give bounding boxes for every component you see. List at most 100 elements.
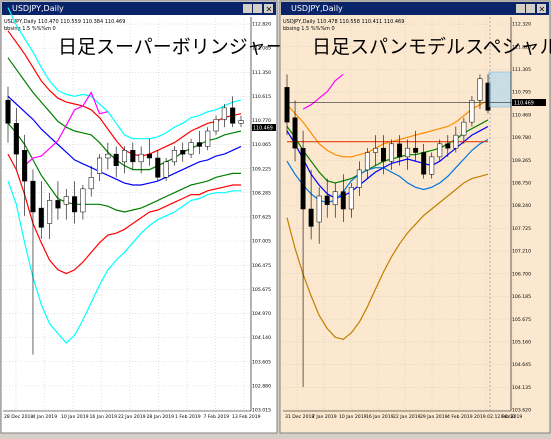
candle — [163, 157, 169, 182]
candle — [340, 174, 346, 223]
candle-body — [340, 191, 346, 210]
left-window-controls[interactable]: × — [243, 4, 273, 14]
candle-body — [22, 150, 28, 182]
candle-body — [300, 147, 306, 210]
candle-body — [63, 196, 69, 205]
candle-body — [113, 153, 119, 166]
price-tick-label: 104.970 — [252, 311, 271, 317]
right-window-title: USDJPY,Daily — [291, 4, 343, 13]
candle — [22, 134, 28, 216]
series-line — [7, 153, 241, 275]
candle — [113, 146, 119, 178]
candle — [316, 187, 322, 244]
price-tick-label: 110.615 — [252, 94, 271, 100]
candle — [405, 139, 411, 170]
candle-body — [47, 200, 53, 224]
candle-body — [238, 120, 244, 124]
left-maximize-button[interactable] — [253, 4, 262, 13]
candle — [105, 142, 111, 170]
candle — [96, 154, 103, 182]
date-tick-label: 1 Feb 2019 — [175, 414, 201, 420]
right-indicator-line: USDJPY,Daily 110.478 110.558 110.411 110… — [283, 19, 404, 25]
left-minimize-button[interactable] — [243, 4, 252, 13]
candle — [292, 100, 298, 162]
right-maximize-button[interactable] — [526, 4, 535, 13]
candle-body — [196, 142, 202, 147]
right-grid — [283, 18, 514, 411]
price-tick-label: 105.675 — [512, 317, 531, 323]
candle — [389, 139, 394, 170]
left-chart-window[interactable]: USDJPY,Daily × USDJPY,Daily 110.470 110.… — [0, 0, 285, 434]
date-tick-label: 28 Dec 2018 — [4, 414, 33, 420]
price-tick-label: 104.140 — [252, 335, 271, 341]
candle-body — [421, 152, 427, 175]
candle — [381, 135, 386, 175]
candle — [397, 135, 403, 166]
series-line — [286, 99, 489, 158]
right-title-bar[interactable] — [281, 2, 549, 15]
candle — [121, 146, 128, 174]
right-selection-highlight[interactable] — [488, 71, 512, 108]
candle — [5, 86, 11, 143]
date-tick-label: 4 Feb 2019 — [447, 414, 473, 420]
candle-body — [469, 100, 475, 123]
date-tick-label: 2019.02.12 00:00 — [474, 414, 515, 420]
right-window-controls[interactable]: × — [516, 4, 546, 14]
left-current-price-label: 110.469 — [253, 126, 273, 132]
candle-body — [13, 123, 19, 155]
date-tick-label: 13 Feb 2019 — [232, 414, 261, 420]
candle — [205, 127, 211, 151]
candle-body — [188, 142, 194, 155]
left-price-axis: 112.820 112.085 111.350 110.615 110.770 110.0… — [252, 22, 271, 414]
candle-body — [437, 143, 443, 158]
candle-body — [372, 147, 378, 153]
left-grid — [3, 18, 251, 411]
candle — [477, 74, 483, 110]
right-price-axis: 112.320 111.820 111.305 110.795 110.469 109.7… — [512, 22, 531, 414]
left-title-bar[interactable] — [2, 2, 276, 15]
candle-body — [405, 147, 411, 158]
candle-body — [163, 161, 169, 178]
candle-body — [221, 107, 227, 120]
candle — [364, 148, 370, 179]
right-chart-window[interactable]: USDJPY,Daily × USDJPY,Daily 110.478 110.… — [279, 0, 551, 434]
candle-body — [155, 157, 161, 178]
candle — [300, 130, 306, 388]
candle-body — [348, 187, 354, 210]
candle-body — [213, 119, 219, 132]
candle — [372, 135, 378, 166]
price-tick-label: 112.320 — [512, 22, 531, 28]
candle-body — [461, 121, 467, 136]
candle — [230, 96, 236, 128]
candle — [38, 181, 44, 239]
price-tick-label: 105.160 — [512, 339, 531, 345]
price-tick-label: 106.185 — [512, 294, 531, 300]
candle-body — [80, 188, 86, 213]
candle-body — [429, 156, 435, 175]
left-close-button[interactable] — [264, 4, 273, 13]
candle-body — [308, 208, 314, 227]
candle — [324, 178, 330, 218]
price-tick-label: 110.770 — [252, 118, 271, 124]
candle — [238, 115, 244, 128]
right-minimize-button[interactable] — [516, 4, 525, 13]
price-tick-label: 110.469 — [512, 112, 531, 118]
candle — [13, 107, 19, 170]
candle-body — [364, 152, 370, 171]
date-tick-label: 16 Jan 2019 — [90, 414, 118, 420]
candle — [453, 126, 459, 153]
price-tick-label: 106.700 — [512, 271, 531, 277]
candle — [429, 152, 435, 179]
price-tick-label: 103.620 — [512, 408, 531, 414]
close-icon: × — [539, 5, 546, 14]
right-sub-line: bbsing 1.5 %%%m 0 — [283, 26, 335, 32]
candle — [171, 146, 177, 166]
date-tick-label: Feb 2019 — [501, 414, 522, 420]
right-close-button[interactable] — [537, 4, 546, 13]
candle — [445, 135, 451, 157]
price-tick-label: 108.240 — [512, 203, 531, 209]
price-tick-label: 106.475 — [252, 263, 271, 269]
right-current-price: 110.469 — [512, 99, 546, 107]
candle-body — [38, 207, 44, 228]
